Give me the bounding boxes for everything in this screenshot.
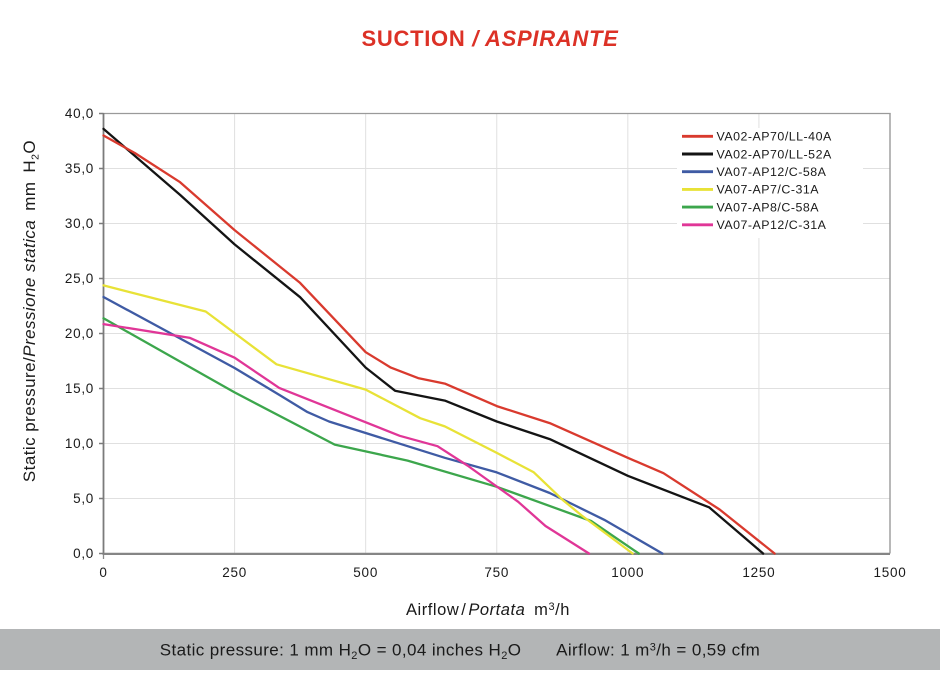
svg-text:20,0: 20,0 (65, 326, 94, 341)
svg-text:25,0: 25,0 (65, 271, 94, 286)
svg-text:750: 750 (484, 565, 509, 580)
svg-text:15,0: 15,0 (65, 381, 94, 396)
svg-text:30,0: 30,0 (65, 216, 94, 231)
svg-text:VA07-AP8/C-58A: VA07-AP8/C-58A (717, 200, 820, 214)
svg-text:1250: 1250 (742, 565, 775, 580)
svg-text:VA07-AP12/C-31A: VA07-AP12/C-31A (717, 218, 827, 232)
svg-text:VA02-AP70/LL-40A: VA02-AP70/LL-40A (717, 130, 832, 144)
svg-text:0: 0 (99, 565, 107, 580)
svg-text:1500: 1500 (873, 565, 906, 580)
svg-text:5,0: 5,0 (73, 491, 94, 506)
svg-text:40,0: 40,0 (65, 106, 94, 121)
svg-text:VA07-AP12/C-58A: VA07-AP12/C-58A (717, 165, 827, 179)
svg-text:VA07-AP7/C-31A: VA07-AP7/C-31A (717, 183, 820, 197)
svg-text:35,0: 35,0 (65, 161, 94, 176)
svg-text:Static pressure/Pressione stat: Static pressure/Pressione statica mm H2O (20, 140, 42, 482)
svg-text:SUCTION / ASPIRANTE: SUCTION / ASPIRANTE (362, 26, 620, 51)
svg-text:500: 500 (353, 565, 378, 580)
svg-text:10,0: 10,0 (65, 436, 94, 451)
svg-text:250: 250 (222, 565, 247, 580)
svg-text:0,0: 0,0 (73, 546, 94, 561)
svg-text:Static pressure: 1 mm H2O = 0,: Static pressure: 1 mm H2O = 0,04 inches … (160, 641, 760, 663)
svg-text:VA02-AP70/LL-52A: VA02-AP70/LL-52A (717, 147, 832, 161)
svg-text:Airflow / Portata m3/h: Airflow / Portata m3/h (406, 601, 570, 619)
svg-text:1000: 1000 (611, 565, 644, 580)
